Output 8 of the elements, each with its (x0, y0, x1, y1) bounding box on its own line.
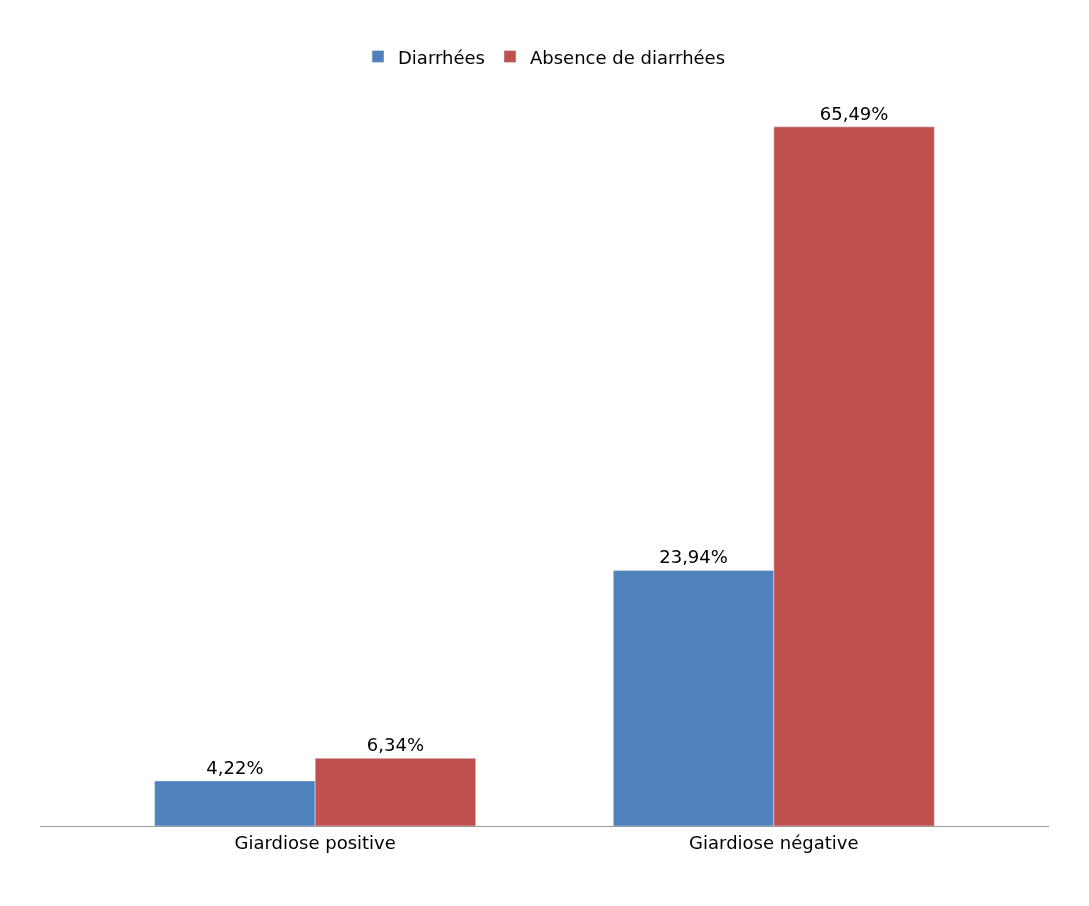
legend-label: Diarrhées (398, 46, 485, 68)
x-tick-label: Giardiose positive (234, 831, 396, 853)
legend-label: Absence de diarrhées (530, 46, 726, 68)
x-tick-label: Giardiose négative (689, 831, 859, 853)
data-label: 23,94% (659, 546, 728, 568)
data-label: 6,34% (366, 734, 425, 756)
data-label: 65,49% (819, 102, 889, 124)
data-label: 4,22% (206, 756, 264, 778)
